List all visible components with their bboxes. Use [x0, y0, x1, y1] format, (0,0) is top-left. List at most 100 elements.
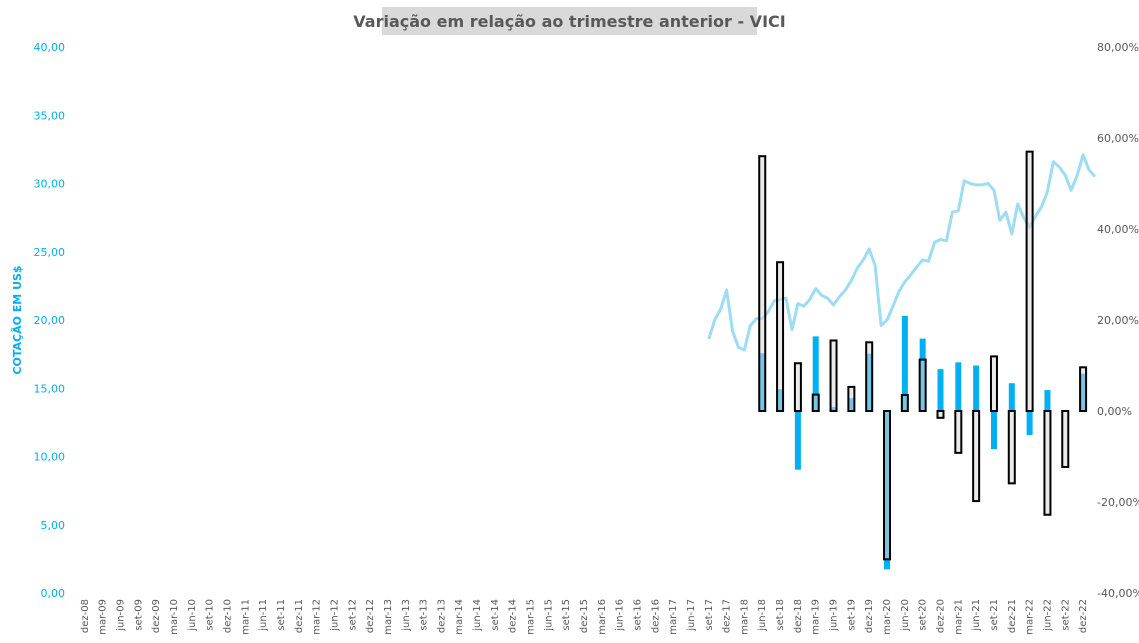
x-axis-tick-label: dez-21: [1007, 599, 1018, 633]
x-axis-tick-label: mar-18: [739, 599, 750, 635]
x-axis-tick-label: dez-20: [935, 599, 946, 633]
x-axis-tick-label: mar-16: [597, 599, 608, 635]
quarterly-change-bar: [990, 411, 997, 450]
quarterly-change-bar: [955, 362, 962, 411]
x-axis-tick-label: mar-10: [169, 599, 180, 635]
y-axis-label: COTAÇÃO EM US$: [11, 265, 24, 374]
x-axis-tick-label: set-21: [989, 599, 1000, 631]
x-axis-tick-label: set-18: [775, 599, 786, 631]
x-axis-tick-label: dez-08: [80, 599, 91, 633]
right-axis-ticks: -40,00% -20,00% 0,00% 20,00% 40,00% 60,00% 80,…: [1097, 41, 1139, 600]
outlined-change-bar: [758, 155, 767, 412]
outlined-change-bar: [793, 362, 802, 413]
outlined-change-bar: [1025, 150, 1034, 412]
right-axis-tick-label: 60,00%: [1097, 132, 1139, 145]
x-axis-tick-label: jun-19: [829, 599, 840, 632]
x-axis-tick-label: dez-12: [365, 599, 376, 633]
x-axis-tick-label: dez-16: [650, 599, 661, 633]
x-axis-tick-label: mar-19: [811, 599, 822, 635]
outlined-change-bar: [829, 339, 838, 413]
outlined-change-bar: [972, 410, 981, 503]
right-axis-tick-label: 20,00%: [1097, 314, 1139, 327]
left-axis-ticks: 0,00 5,00 10,00 15,00 20,00 25,00 30,00 35,00 40…: [34, 41, 66, 600]
x-axis-tick-label: mar-20: [882, 599, 893, 635]
x-axis-tick-label: set-19: [846, 599, 857, 631]
quarterly-change-bar: [1026, 411, 1033, 436]
outlined-change-bar: [883, 410, 892, 561]
outlined-change-bar: [936, 410, 945, 419]
x-axis-tick-label: jun-10: [187, 599, 198, 632]
left-axis-tick-label: 0,00: [41, 587, 66, 600]
x-axis-tick-label: dez-17: [722, 599, 733, 633]
quarterly-change-bar: [1044, 390, 1051, 411]
x-axis-tick-label: set-16: [632, 599, 643, 631]
x-axis-tick-label: set-13: [419, 599, 430, 631]
quarterly-change-bar: [901, 315, 908, 411]
outlined-change-bar: [865, 341, 874, 413]
x-axis-tick-label: dez-10: [223, 599, 234, 633]
left-axis-tick-label: 30,00: [34, 178, 66, 191]
outlined-change-bar: [847, 385, 856, 413]
outlined-change-bar: [918, 358, 927, 412]
x-axis-tick-label: set-11: [276, 599, 287, 631]
x-axis-tick-label: set-17: [704, 599, 715, 631]
x-axis-tick-label: set-12: [347, 599, 358, 631]
x-axis-tick-label: mar-21: [953, 599, 964, 635]
x-axis-tick-label: jun-09: [116, 599, 127, 632]
x-axis-tick-label: dez-11: [294, 599, 305, 633]
outlined-change-bar: [900, 394, 909, 413]
bar-layer: [758, 150, 1088, 570]
right-axis-tick-label: 80,00%: [1097, 41, 1139, 54]
x-axis-tick-label: mar-22: [1025, 599, 1036, 635]
x-axis-tick-label: jun-11: [258, 599, 269, 632]
x-axis-tick-label: set-15: [561, 599, 572, 631]
quarterly-change-bar: [937, 369, 944, 411]
left-axis-tick-label: 15,00: [34, 382, 66, 395]
x-axis-tick-label: jun-20: [900, 599, 911, 632]
quarterly-change-bar: [973, 365, 980, 411]
x-axis-tick-label: set-14: [490, 599, 501, 631]
left-axis-tick-label: 5,00: [41, 519, 66, 532]
x-axis-tick-label: mar-09: [98, 599, 109, 635]
left-axis-tick-label: 10,00: [34, 451, 66, 464]
outlined-change-bar: [954, 410, 963, 454]
x-axis-tick-label: dez-13: [436, 599, 447, 633]
x-axis-tick-label: jun-13: [401, 599, 412, 632]
quarterly-change-bar: [1008, 383, 1015, 411]
x-axis-tick-label: jun-12: [329, 599, 340, 632]
x-axis-tick-label: dez-15: [579, 599, 590, 633]
outlined-change-bar: [1043, 410, 1052, 516]
x-axis-tick-label: dez-14: [508, 599, 519, 633]
outlined-change-bar: [811, 393, 820, 412]
x-axis-tick-label: set-20: [918, 599, 929, 631]
x-axis-tick-label: mar-17: [668, 599, 679, 635]
right-axis-tick-label: -40,00%: [1097, 587, 1139, 600]
quarterly-change-bar: [794, 411, 801, 470]
outlined-change-bar: [1061, 410, 1070, 468]
left-axis-tick-label: 35,00: [34, 109, 66, 122]
outlined-change-bar: [989, 355, 998, 412]
x-axis-ticks: dez-08 mar-09 jun-09 set-09 dez-09 mar-10 jun-…: [80, 599, 1089, 635]
outlined-change-bar: [1007, 410, 1016, 485]
chart-title: Variação em relação ao trimestre anterio…: [353, 12, 785, 31]
quarterly-change-bar: [812, 336, 819, 411]
outlined-change-bar: [1079, 366, 1088, 413]
right-axis-tick-label: 40,00%: [1097, 223, 1139, 236]
x-axis-tick-label: jun-15: [543, 599, 554, 632]
x-axis-tick-label: mar-15: [526, 599, 537, 635]
x-axis-tick-label: jun-18: [757, 599, 768, 632]
x-axis-tick-label: set-22: [1060, 599, 1071, 631]
left-axis-tick-label: 25,00: [34, 246, 66, 259]
x-axis-tick-label: mar-13: [383, 599, 394, 635]
x-axis-tick-label: dez-22: [1078, 599, 1089, 633]
x-axis-tick-label: dez-19: [864, 599, 875, 633]
outlined-change-bar: [776, 261, 785, 412]
x-axis-tick-label: jun-14: [472, 599, 483, 632]
x-axis-tick-label: mar-11: [240, 599, 251, 635]
x-axis-tick-label: dez-09: [151, 599, 162, 633]
x-axis-tick-label: jun-21: [971, 599, 982, 632]
x-axis-tick-label: jun-22: [1042, 599, 1053, 632]
x-axis-tick-label: set-09: [133, 599, 144, 631]
title-background: [382, 7, 757, 35]
